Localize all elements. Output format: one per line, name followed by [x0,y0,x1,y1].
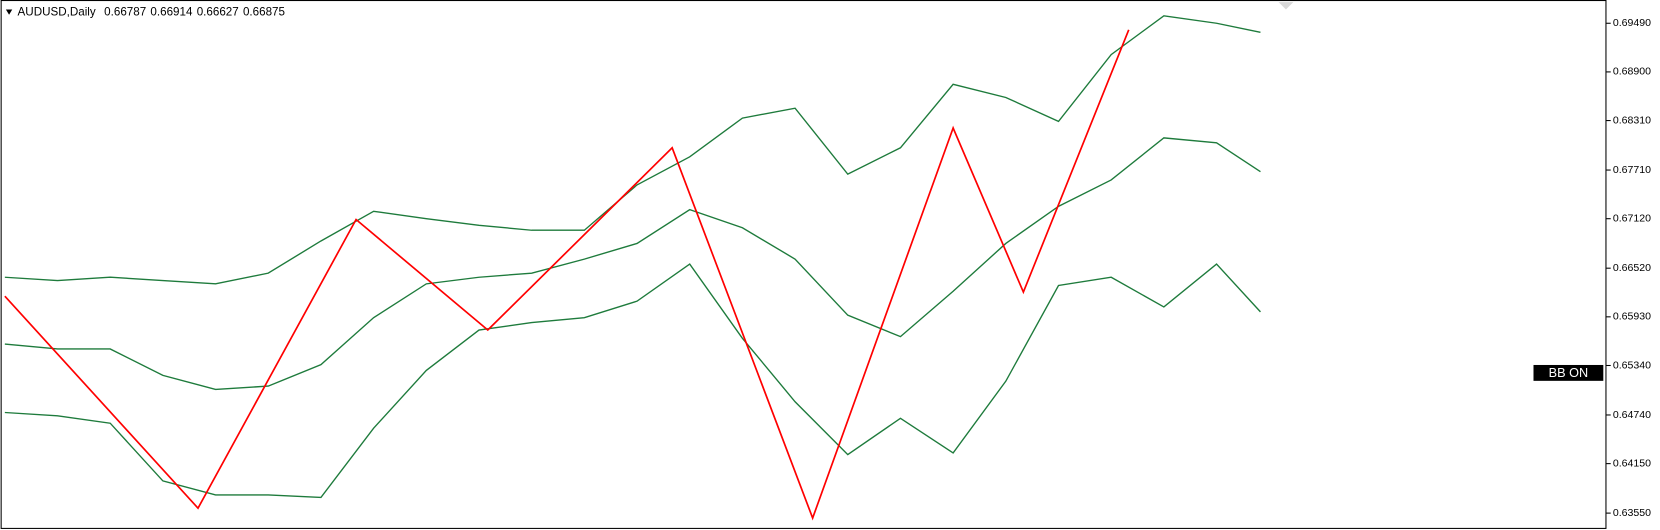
plot-frame [0,0,1607,529]
shift-marker [1278,2,1294,10]
price-axis: 0.69490 0.68900 0.68310 0.67710 0.67120 0.665… [1606,17,1651,519]
y-tick-label: 0.64150 [1613,457,1651,469]
y-tick-label: 0.69490 [1613,17,1651,29]
bollinger-lower [4,263,1261,499]
header-high: 0.66914 [150,6,193,19]
zigzag [4,29,1130,521]
y-tick-label: 0.68310 [1613,114,1651,126]
y-tick-label: 0.68900 [1613,66,1651,78]
y-tick-label: 0.67120 [1613,212,1651,224]
y-tick-label: 0.64740 [1613,409,1651,421]
zigzag-layer [4,29,1130,521]
header-low: 0.66627 [197,6,239,19]
bollinger-upper [4,15,1261,285]
y-tick-label: 0.63550 [1613,507,1651,519]
header-open: 0.66787 [104,6,146,19]
indicator-badge [1533,364,1604,381]
y-tick-label: 0.66520 [1613,262,1651,274]
symbol-title: AUDUSD,Daily [18,6,96,19]
y-tick-label: 0.67710 [1613,164,1651,176]
y-tick-label: 0.65930 [1613,311,1651,323]
indicator-label: BB ON [1549,366,1588,380]
symbol-menu-arrow[interactable] [5,9,13,15]
chart-header: AUDUSD,Daily 0.66787 0.66914 0.66627 0.66875 [18,6,285,19]
header-close: 0.66875 [243,6,285,19]
y-tick-label: 0.65340 [1613,359,1651,371]
